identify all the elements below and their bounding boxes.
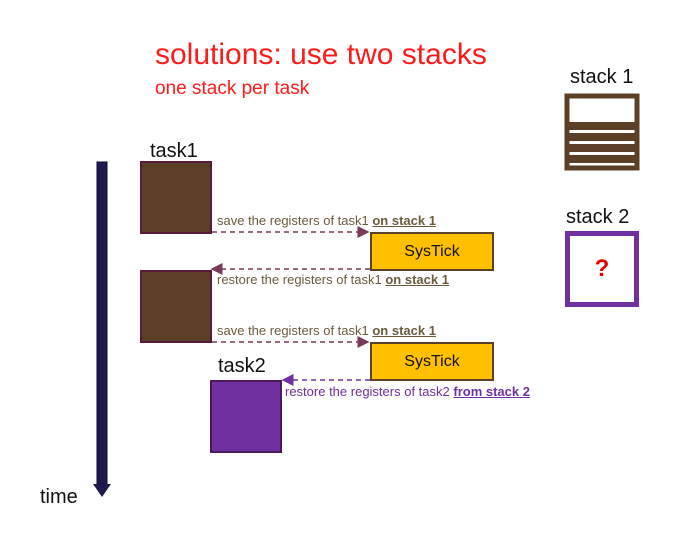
save-message-1: save the registers of task1 on stack 1 xyxy=(217,213,436,228)
restore-message-2-text: restore the registers of task2 xyxy=(285,384,453,399)
save-message-2: save the registers of task1 on stack 1 xyxy=(217,323,436,338)
save-message-2-text: save the registers of task1 xyxy=(217,323,372,338)
systick-block-1: SysTick xyxy=(370,232,494,271)
restore-message-2-stack: from stack 2 xyxy=(453,384,530,399)
restore-message-2: restore the registers of task2 from stac… xyxy=(285,384,530,399)
save-message-2-stack: on stack 1 xyxy=(372,323,436,338)
stack2-unknown-mark: ? xyxy=(595,255,610,283)
task1-block-1 xyxy=(140,161,212,234)
task2-block xyxy=(210,380,282,453)
time-label: time xyxy=(40,486,78,509)
task1-block-2 xyxy=(140,270,212,343)
systick-label-1: SysTick xyxy=(404,243,459,261)
systick-label-2: SysTick xyxy=(404,353,459,371)
task2-label: task2 xyxy=(218,355,266,378)
time-axis-arrow xyxy=(93,162,111,497)
save-message-1-text: save the registers of task1 xyxy=(217,213,372,228)
stack1-label: stack 1 xyxy=(570,66,633,89)
save-message-1-stack: on stack 1 xyxy=(372,213,436,228)
stack2-icon: ? xyxy=(565,231,639,307)
systick-block-2: SysTick xyxy=(370,342,494,381)
restore-message-1-stack: on stack 1 xyxy=(385,272,449,287)
stack2-label: stack 2 xyxy=(566,206,629,229)
stack1-icon xyxy=(567,96,637,168)
task1-label: task1 xyxy=(150,140,198,163)
restore-message-1-text: restore the registers of task1 xyxy=(217,272,385,287)
restore-message-1: restore the registers of task1 on stack … xyxy=(217,272,449,287)
